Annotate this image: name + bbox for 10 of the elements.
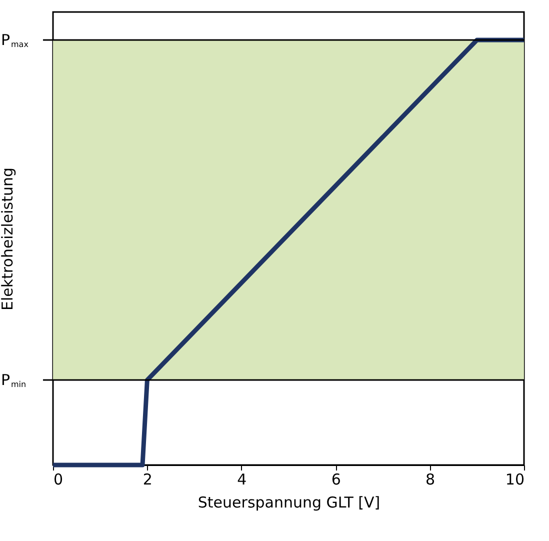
x-tick-label: 2 [142, 470, 152, 488]
ref-line-label: Pmin [1, 371, 26, 390]
y-axis-title: Elektroheizleistung [0, 167, 16, 311]
x-axis-title: Steuerspannung GLT [V] [198, 494, 380, 512]
ref-line-label: Pmax [1, 31, 29, 50]
x-tick-label: 8 [426, 470, 436, 488]
x-tick-label: 4 [237, 470, 247, 488]
x-tick-label: 0 [54, 470, 64, 488]
x-tick-label: 6 [331, 470, 341, 488]
x-tick-label: 10 [505, 470, 524, 488]
